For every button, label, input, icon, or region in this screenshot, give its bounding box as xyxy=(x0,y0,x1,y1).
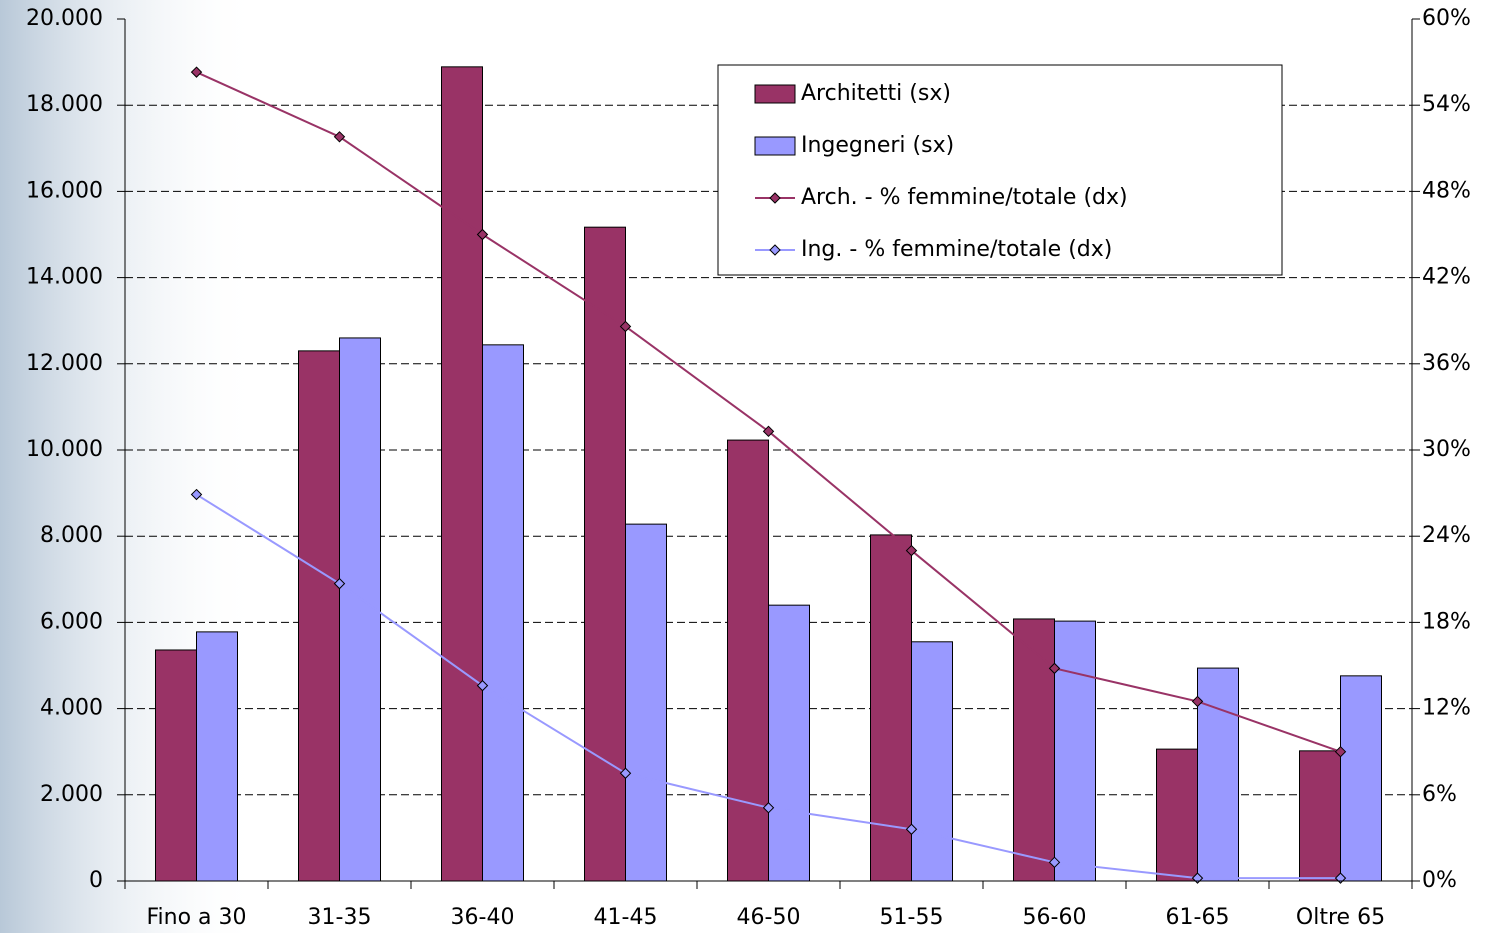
marker xyxy=(333,131,346,143)
bar xyxy=(911,641,953,882)
y2-tick-label: 36% xyxy=(1422,351,1471,376)
y-tick-label: 18.000 xyxy=(26,92,103,117)
y2-tick-label: 6% xyxy=(1422,782,1457,807)
marker xyxy=(1334,745,1347,758)
y-tick-label: 8.000 xyxy=(40,523,103,548)
bar xyxy=(1299,750,1341,882)
bar xyxy=(155,649,197,882)
legend-marker xyxy=(769,192,781,204)
y-tick-label: 6.000 xyxy=(40,609,103,634)
legend: Architetti (sx) Ingegneri (sx) Arch. - % f… xyxy=(717,64,1283,276)
marker xyxy=(190,66,203,78)
y2-tick-label: 18% xyxy=(1422,609,1471,634)
legend-label: Ing. - % femmine/totale (dx) xyxy=(801,237,1112,262)
marker xyxy=(476,679,489,692)
legend-label: Ingegneri (sx) xyxy=(801,133,954,158)
y-tick-label: 12.000 xyxy=(26,351,103,376)
x-tick-label: 31-35 xyxy=(308,905,372,930)
marker xyxy=(762,802,775,814)
bar xyxy=(625,523,667,882)
marker xyxy=(1048,856,1061,869)
bar xyxy=(482,344,524,882)
x-tick-label: 46-50 xyxy=(737,905,801,930)
legend-label: Arch. - % femmine/totale (dx) xyxy=(801,185,1128,210)
bar xyxy=(298,350,340,882)
x-tick-label: Oltre 65 xyxy=(1296,905,1385,930)
y2-tick-label: 30% xyxy=(1422,437,1471,462)
y2-tick-label: 48% xyxy=(1422,178,1471,203)
bar xyxy=(1013,618,1055,882)
y2-tick-label: 60% xyxy=(1422,6,1471,31)
bar xyxy=(727,439,769,882)
marker xyxy=(1191,872,1204,884)
y-tick-label: 10.000 xyxy=(26,437,103,462)
marker xyxy=(619,767,632,779)
bar xyxy=(1156,748,1198,882)
marker xyxy=(1334,872,1347,884)
bar xyxy=(584,226,626,882)
bar xyxy=(196,631,238,882)
y-tick-label: 14.000 xyxy=(26,265,103,290)
y2-tick-label: 54% xyxy=(1422,92,1471,117)
x-tick-label: 36-40 xyxy=(451,905,515,930)
y2-tick-label: 24% xyxy=(1422,523,1471,548)
bar xyxy=(768,604,810,882)
x-tick-label: 51-55 xyxy=(880,905,944,930)
legend-marker xyxy=(769,244,781,256)
y-tick-label: 4.000 xyxy=(40,696,103,721)
x-tick-label: 56-60 xyxy=(1023,905,1087,930)
y2-tick-label: 42% xyxy=(1422,265,1471,290)
bar xyxy=(1054,620,1096,882)
y-tick-label: 0 xyxy=(89,868,103,893)
legend-box xyxy=(717,64,1283,276)
marker xyxy=(1191,695,1204,708)
y-tick-label: 2.000 xyxy=(40,782,103,807)
bar xyxy=(1197,667,1239,882)
x-tick-label: 41-45 xyxy=(594,905,658,930)
marker xyxy=(762,425,775,438)
bar xyxy=(441,66,483,882)
y2-tick-label: 12% xyxy=(1422,696,1471,721)
marker xyxy=(476,228,489,241)
legend-swatch xyxy=(754,136,796,156)
y-tick-label: 20.000 xyxy=(26,6,103,31)
marker xyxy=(905,544,918,557)
bar xyxy=(1340,675,1382,882)
y2-tick-label: 0% xyxy=(1422,868,1457,893)
marker xyxy=(619,320,632,333)
marker xyxy=(333,577,346,590)
legend-swatch xyxy=(754,84,796,104)
bar xyxy=(339,337,381,882)
legend-label: Architetti (sx) xyxy=(801,81,951,106)
marker xyxy=(190,488,203,501)
y-tick-label: 16.000 xyxy=(26,178,103,203)
x-tick-label: 61-65 xyxy=(1166,905,1230,930)
marker xyxy=(1048,662,1061,675)
marker xyxy=(905,823,918,835)
x-tick-label: Fino a 30 xyxy=(146,905,246,930)
